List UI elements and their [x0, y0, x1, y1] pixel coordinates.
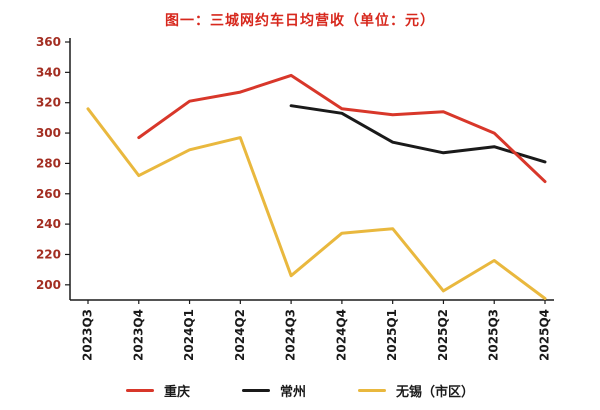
- chart-title: 图一：三城网约车日均营收（单位：元）: [165, 13, 435, 29]
- y-tick-label: 360: [36, 35, 61, 49]
- legend-item-changzhou: 常州: [241, 381, 306, 400]
- x-tick-label: 2024Q4: [334, 309, 348, 361]
- x-tick-label: 2025Q4: [538, 309, 552, 361]
- legend-line-swatch-chongqing: [125, 389, 154, 392]
- y-tick-label: 340: [36, 65, 61, 79]
- x-tick-label: 2025Q1: [385, 309, 399, 361]
- series-line-chongqing: [137, 73, 547, 184]
- line-chart-plot: 200 220 240 260 280 300 320 340 360 2023Q3 2023Q4 2…: [36, 35, 554, 361]
- y-tick-label: 300: [36, 126, 61, 140]
- legend-label-changzhou: 常州: [279, 385, 306, 400]
- y-tick-label: 260: [36, 187, 61, 201]
- legend-line-swatch-changzhou: [241, 389, 270, 392]
- legend: 重庆 常州 无锡（市区）: [0, 381, 600, 400]
- series-line-changzhou: [289, 104, 547, 164]
- y-tick-label: 220: [36, 247, 61, 261]
- series-line-wuxi: [86, 107, 547, 300]
- x-tick-label: 2024Q2: [233, 309, 247, 361]
- legend-label-wuxi: 无锡（市区）: [396, 385, 475, 400]
- y-tick-label: 280: [36, 156, 61, 170]
- x-tick-label: 2025Q2: [436, 309, 450, 361]
- legend-label-chongqing: 重庆: [163, 385, 190, 400]
- legend-item-chongqing: 重庆: [125, 381, 190, 400]
- legend-line-swatch-wuxi: [358, 389, 386, 392]
- x-tick-label: 2023Q3: [81, 309, 95, 361]
- y-tick-label: 240: [36, 217, 61, 231]
- legend-item-wuxi: 无锡（市区）: [358, 381, 474, 400]
- y-tick-label: 200: [36, 278, 61, 292]
- x-tick-label: 2023Q4: [131, 309, 145, 361]
- x-tick-label: 2025Q3: [487, 309, 501, 361]
- x-tick-label: 2024Q1: [182, 309, 196, 361]
- y-tick-label: 320: [36, 96, 61, 110]
- x-tick-label: 2024Q3: [284, 309, 298, 361]
